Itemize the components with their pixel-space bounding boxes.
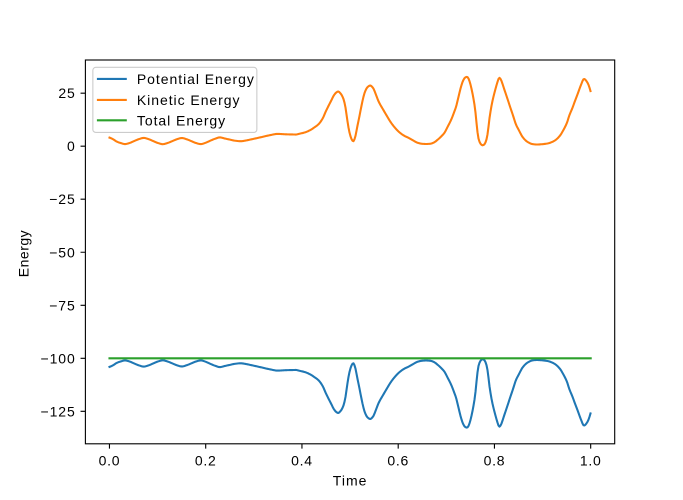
svg-text:0.0: 0.0 [99,453,121,469]
svg-text:−100: −100 [41,350,76,366]
svg-text:0.6: 0.6 [387,453,409,469]
svg-text:−125: −125 [41,403,76,419]
svg-text:25: 25 [58,85,75,101]
svg-text:−75: −75 [49,297,75,313]
svg-text:0.4: 0.4 [291,453,313,469]
svg-text:0.2: 0.2 [195,453,217,469]
svg-text:0.8: 0.8 [484,453,506,469]
svg-text:−25: −25 [49,191,75,207]
svg-text:−50: −50 [49,244,75,260]
svg-text:Potential Energy: Potential Energy [137,71,255,87]
svg-text:Energy: Energy [16,230,32,277]
svg-text:Time: Time [333,473,368,489]
svg-text:Total Energy: Total Energy [137,112,226,128]
svg-text:0: 0 [67,138,76,154]
svg-text:Kinetic Energy: Kinetic Energy [137,92,241,108]
svg-text:1.0: 1.0 [580,453,602,469]
